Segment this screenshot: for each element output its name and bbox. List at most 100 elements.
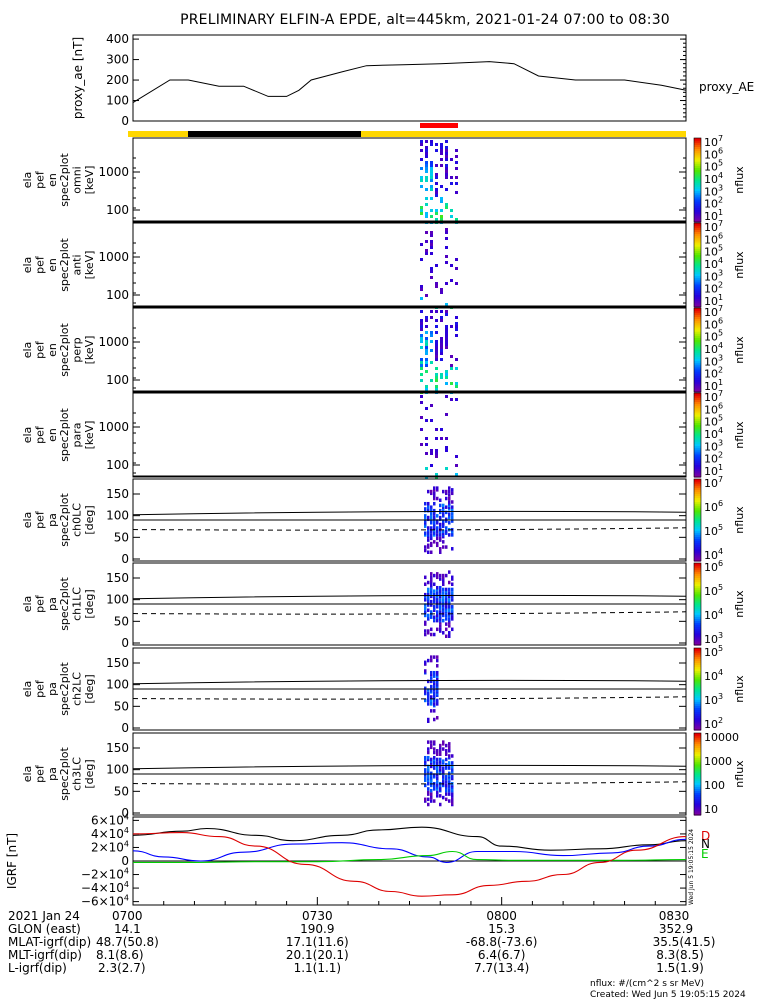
x-tick-glon: 352.9 xyxy=(659,922,693,936)
energy-0-colorbar-cell xyxy=(694,156,701,160)
energy-data-cell xyxy=(440,343,443,346)
energy-0-colorbar-cell xyxy=(694,146,701,150)
energy-3-colorbar-cell xyxy=(694,401,701,405)
ae-ylabel: proxy_ae [nT] xyxy=(71,37,85,119)
energy-data-cell xyxy=(440,316,443,319)
pitch-data-cell xyxy=(433,702,436,706)
pitch-3-colorbar-cell xyxy=(694,755,701,759)
pitch-data-cell xyxy=(451,792,454,796)
energy-data-cell xyxy=(445,155,448,158)
energy-data-cell xyxy=(430,185,433,188)
energy-1-colorbar-cell xyxy=(694,260,701,264)
energy-ytick-label: 100 xyxy=(106,458,129,472)
pitch-data-cell xyxy=(445,529,448,534)
energy-2-colorbar-cell xyxy=(694,360,701,364)
pitch-data-cell xyxy=(439,498,442,502)
energy-0-colorbar-exp: 2 xyxy=(718,196,723,205)
energy-data-cell xyxy=(425,294,428,297)
energy-3-colorbar-cell xyxy=(694,466,701,470)
pitch-0-colorbar-cell xyxy=(694,532,701,535)
pitch-data-cell xyxy=(436,585,439,590)
energy-1-colorbar-cell xyxy=(694,298,701,302)
energy-0-ylabel-line: spec2plot xyxy=(58,153,71,207)
pitch-3-colorbar-cell xyxy=(694,761,701,765)
row-label-glon: GLON (east) xyxy=(8,922,81,936)
energy-data-cell xyxy=(425,231,428,234)
pitch-anti-loss-cone-line xyxy=(132,696,687,700)
igrf-ylabel: IGRF [nT] xyxy=(5,833,19,889)
energy-3-colorbar-exp: 6 xyxy=(718,401,723,410)
energy-2-colorbar-cell xyxy=(694,368,701,372)
energy-data-cell xyxy=(445,382,448,385)
pitch-data-cell xyxy=(433,688,436,692)
energy-data-cell xyxy=(430,179,433,182)
energy-3-colorbar-cell xyxy=(694,422,701,426)
energy-1-colorbar-exp: 1 xyxy=(718,293,723,302)
pitch-data-cell xyxy=(445,792,448,796)
energy-ytick-label: 1000 xyxy=(98,165,129,179)
energy-data-cell xyxy=(455,258,458,261)
pitch-data-cell xyxy=(448,792,451,796)
pitch-data-cell xyxy=(430,541,433,546)
pitch-data-cell xyxy=(448,605,451,609)
pitch-data-cell xyxy=(433,709,436,713)
pitch-data-cell xyxy=(433,501,436,506)
pitch-data-cell xyxy=(439,547,442,551)
pitch-data-cell xyxy=(433,747,436,751)
energy-data-cell xyxy=(420,379,423,382)
energy-2-colorbar-cell xyxy=(694,331,701,334)
energy-1-colorbar-cell xyxy=(694,254,701,258)
pitch-ytick-label: 0 xyxy=(121,636,129,650)
energy-0-ylabel-line: en xyxy=(46,173,59,187)
pitch-0-colorbar-cell xyxy=(694,487,701,490)
pitch-0-colorbar-cell xyxy=(694,493,701,496)
energy-2-colorbar-exp: 5 xyxy=(718,329,723,338)
pitch-2-colorbar-cell xyxy=(694,721,701,725)
energy-data-cell xyxy=(420,364,423,367)
energy-3-colorbar-cell xyxy=(694,449,701,453)
pitch-data-cell xyxy=(451,598,454,602)
ae-legend-label: proxy_AE xyxy=(699,80,754,94)
energy-2-colorbar-cell xyxy=(694,333,701,336)
pitch-2-colorbar-cell xyxy=(694,727,701,731)
energy-3-colorbar-cell xyxy=(694,447,701,451)
pitch-3-colorbar-cell xyxy=(694,765,701,769)
pitch-data-cell xyxy=(451,508,454,513)
pitch-3-colorbar-cell xyxy=(694,796,701,800)
energy-1-colorbar-cell xyxy=(694,304,701,308)
pitch-data-cell xyxy=(436,519,439,523)
energy-1-colorbar-cell xyxy=(694,300,701,304)
energy-data-cell xyxy=(425,358,428,361)
pitch-data-cell xyxy=(442,512,445,516)
pitch-data-cell xyxy=(427,580,430,585)
pitch-data-cell xyxy=(424,768,427,772)
energy-data-cell xyxy=(430,243,433,246)
pitch-data-cell xyxy=(430,788,433,793)
pitch-ytick-label: 100 xyxy=(106,678,129,692)
pitch-data-cell xyxy=(445,587,448,592)
pitch-data-cell xyxy=(436,591,439,595)
energy-data-cell xyxy=(455,191,458,194)
energy-1-ylabel-line: [keV] xyxy=(83,251,96,280)
pitch-data-cell xyxy=(427,613,430,618)
energy-data-cell xyxy=(450,215,453,218)
energy-1-colorbar-cell xyxy=(694,231,701,235)
pitch-1-colorbar-cell xyxy=(694,599,701,603)
energy-data-cell xyxy=(445,343,448,346)
energy-data-cell xyxy=(455,455,458,458)
pitch-0-colorbar-cell xyxy=(694,528,701,531)
pitch-data-cell xyxy=(424,545,427,549)
energy-data-cell xyxy=(435,143,438,146)
energy-data-cell xyxy=(425,240,428,243)
pitch-data-cell xyxy=(433,691,436,696)
pitch-data-cell xyxy=(427,601,430,606)
pitch-data-cell xyxy=(448,489,451,494)
pitch-data-cell xyxy=(448,512,451,516)
pitch-1-colorbar-cell xyxy=(694,612,701,615)
pitch-3-colorbar-tick: 10000 xyxy=(704,731,739,744)
energy-0-colorbar-cell xyxy=(694,154,701,158)
pitch-data-cell xyxy=(433,540,436,544)
igrf-ytick-exp: 4 xyxy=(124,812,129,821)
igrf-ytick-label: 0 xyxy=(121,854,129,868)
energy-1-colorbar-cell xyxy=(694,239,701,243)
